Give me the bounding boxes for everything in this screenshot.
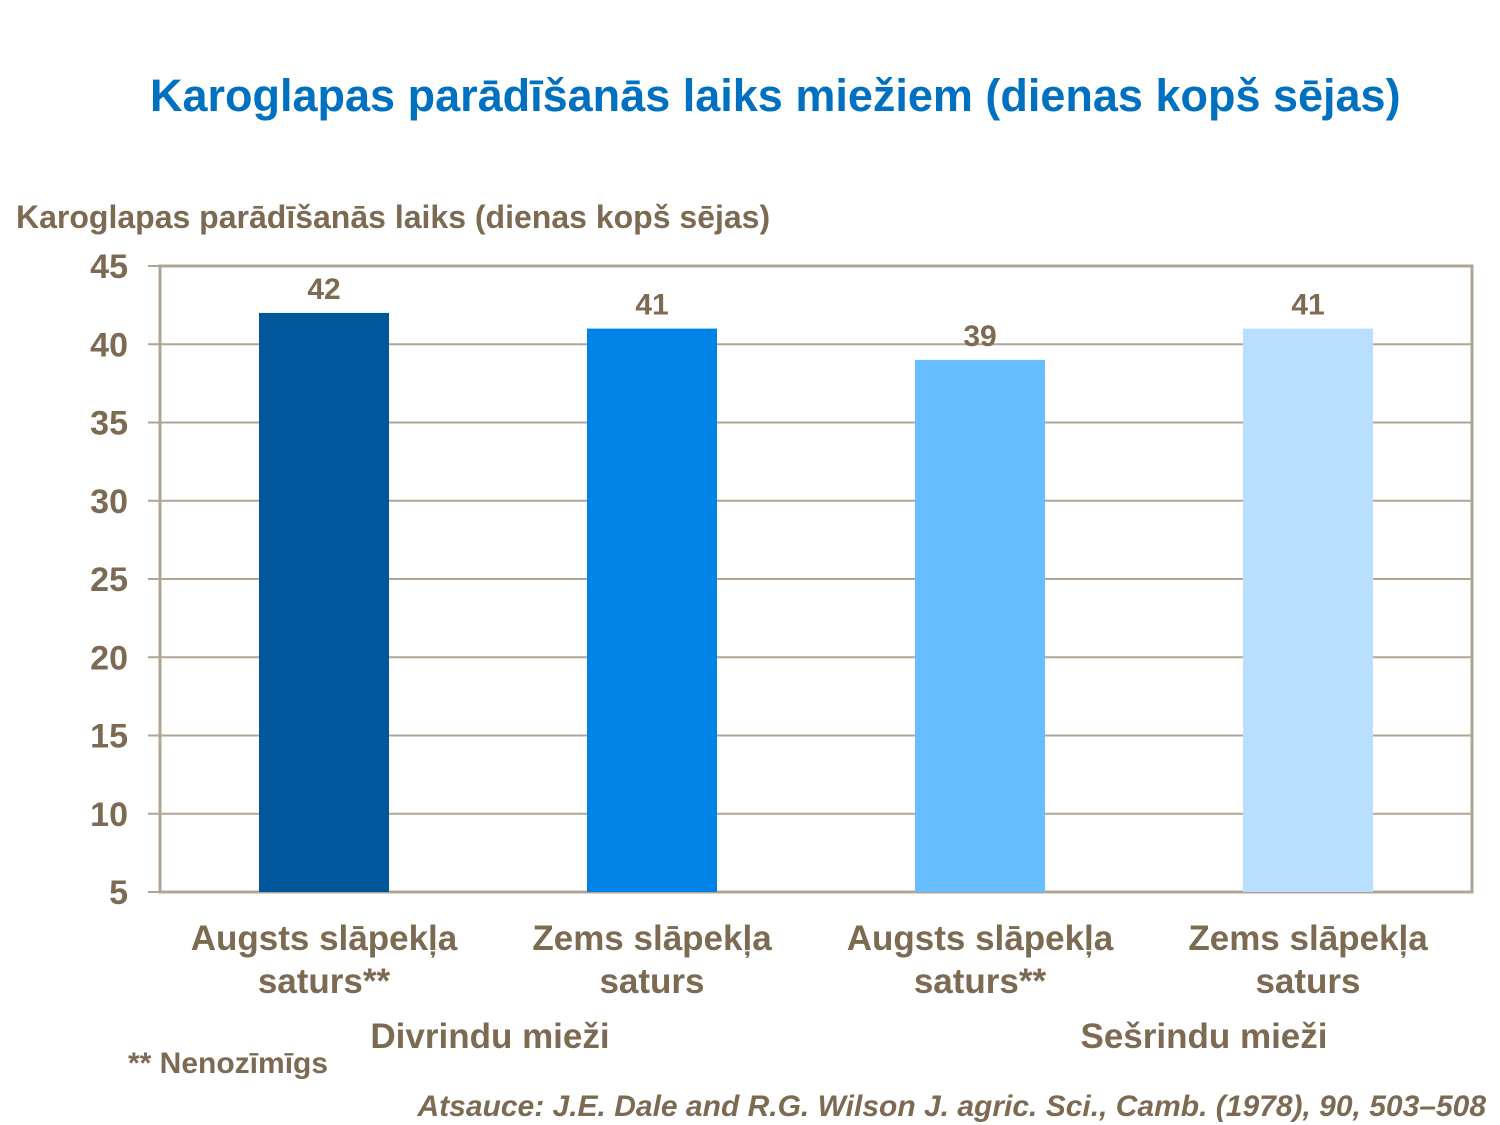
y-tick-label: 40 bbox=[90, 326, 128, 364]
x-tick-label: saturs** bbox=[914, 962, 1047, 1001]
x-tick-label: Zems slāpekļa bbox=[1188, 919, 1428, 958]
y-axis-label: Karoglapas parādīšanās laiks (dienas kop… bbox=[16, 199, 770, 235]
data-label: 42 bbox=[307, 273, 340, 306]
x-tick-label: saturs bbox=[1255, 962, 1360, 1001]
x-tick-label: saturs bbox=[599, 962, 704, 1001]
y-tick-label: 5 bbox=[109, 874, 128, 912]
chart-title: Karoglapas parādīšanās laiks miežiem (di… bbox=[150, 70, 1401, 121]
y-tick-label: 30 bbox=[90, 483, 128, 521]
y-tick-label: 20 bbox=[90, 639, 128, 677]
x-tick-label: Zems slāpekļa bbox=[532, 919, 772, 958]
y-tick-label: 25 bbox=[90, 561, 128, 599]
bar bbox=[1243, 328, 1373, 893]
y-tick-label: 10 bbox=[90, 796, 128, 834]
y-tick-label: 15 bbox=[90, 718, 128, 756]
data-label: 41 bbox=[635, 289, 668, 322]
group-label: Sešrindu mieži bbox=[1080, 1017, 1327, 1056]
y-tick-label: 45 bbox=[90, 248, 128, 286]
x-tick-label: Augsts slāpekļa bbox=[191, 919, 458, 958]
data-label: 39 bbox=[963, 320, 996, 353]
x-tick-label: Augsts slāpekļa bbox=[847, 919, 1114, 958]
bar bbox=[587, 328, 717, 893]
source-citation: Atsauce: J.E. Dale and R.G. Wilson J. ag… bbox=[416, 1090, 1486, 1123]
y-tick-label: 35 bbox=[90, 405, 128, 443]
bar bbox=[259, 312, 389, 892]
x-tick-label: saturs** bbox=[258, 962, 391, 1001]
bar bbox=[915, 359, 1045, 892]
group-label: Divrindu mieži bbox=[370, 1017, 609, 1056]
footnote: ** Nenozīmīgs bbox=[128, 1047, 328, 1080]
data-label: 41 bbox=[1291, 289, 1324, 322]
